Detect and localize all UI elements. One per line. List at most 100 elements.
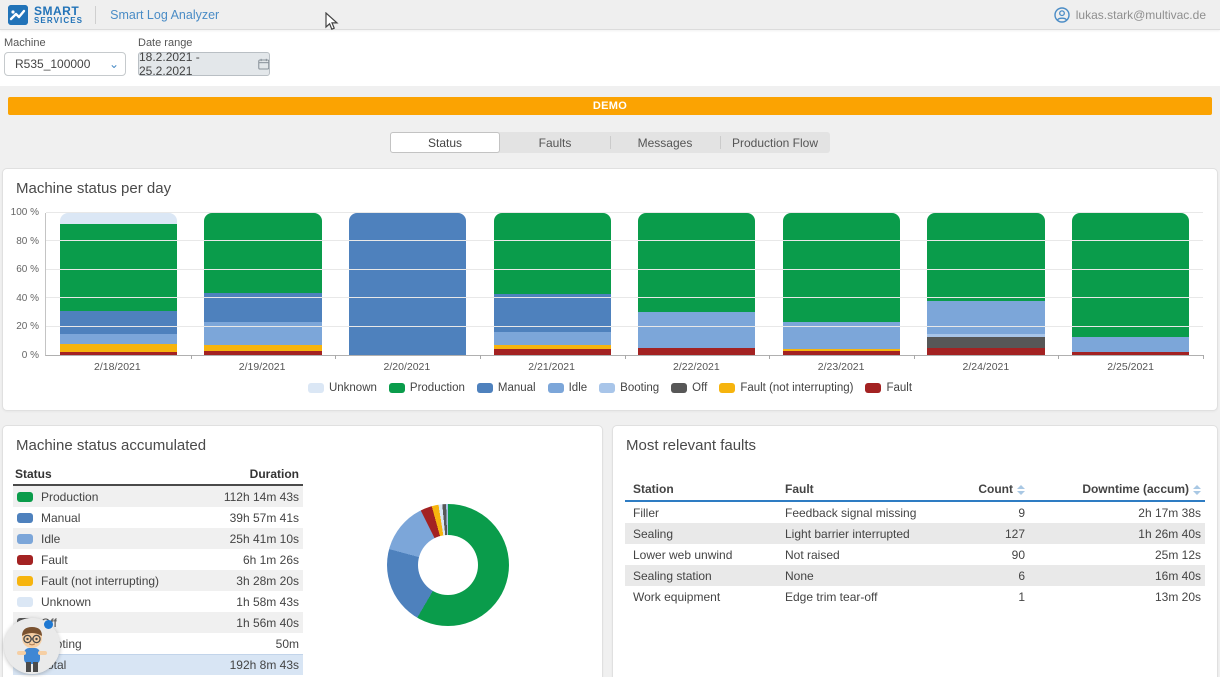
legend-item-manual[interactable]: Manual [477,382,536,394]
legend-swatch [548,383,564,393]
legend-swatch [865,383,881,393]
gridline [46,212,1203,213]
faults-table: Station Fault Count Downtime (accum) Fil… [625,478,1205,607]
bar-segment-fault_ni [60,344,177,353]
y-axis-labels: 0 %20 %40 %60 %80 %100 % [3,213,39,356]
x-axis-tick [1203,355,1204,359]
tab-status[interactable]: Status [390,132,500,153]
legend-item-fault[interactable]: Fault [865,382,912,394]
legend-item-booting[interactable]: Booting [599,382,659,394]
fault-downtime: 2h 17m 38s [1025,506,1205,520]
machine-status-per-day-panel: Machine status per day 0 %20 %40 %60 %80… [2,168,1218,411]
status-label: Production [41,490,98,504]
legend-item-off[interactable]: Off [671,382,707,394]
status-label: Idle [41,532,60,546]
legend-swatch [719,383,735,393]
y-tick-label: 20 % [3,321,39,332]
machine-status-accumulated-panel: Machine status accumulated Status Durati… [2,425,603,677]
bar-segment-production [494,213,611,294]
brand-logo-line2: SERVICES [34,17,83,25]
faults-table-header: Station Fault Count Downtime (accum) [625,478,1205,502]
status-duration: 25h 41m 10s [193,532,303,546]
y-tick-label: 100 % [3,207,39,218]
bar-segment-idle [927,301,1044,334]
fault-downtime: 25m 12s [1025,548,1205,562]
stacked-bar-2/18/2021 [60,213,177,355]
fault-count: 6 [935,569,1025,583]
downtime-column-header[interactable]: Downtime (accum) [1025,482,1205,496]
x-axis-tick [191,355,192,359]
smart-services-logo-icon [8,5,28,25]
donut-chart-wrap [303,504,593,626]
fault-downtime: 1h 26m 40s [1025,527,1205,541]
gridline [46,269,1203,270]
x-axis-tick [335,355,336,359]
legend-label: Fault (not interrupting) [740,382,853,394]
app-root: SMART SERVICES Smart Log Analyzer lukas.… [0,0,1220,677]
machine-select[interactable]: R535_100000 ⌄ [4,52,126,76]
legend-swatch [389,383,405,393]
status-swatch-manual [17,513,33,523]
y-tick-label: 60 % [3,264,39,275]
count-column-header[interactable]: Count [935,482,1025,496]
fault-count: 127 [935,527,1025,541]
fault-downtime: 13m 20s [1025,590,1205,604]
app-title: Smart Log Analyzer [110,8,219,22]
bar-segment-idle [60,334,177,344]
legend-item-idle[interactable]: Idle [548,382,588,394]
fault-description: None [785,569,935,583]
brand-logo-text: SMART SERVICES [34,5,83,25]
status-duration: 1h 56m 40s [193,616,303,630]
x-tick-label: 2/19/2021 [190,361,335,373]
user-account[interactable]: lukas.stark@multivac.de [1054,7,1220,23]
status-swatch-fault [17,555,33,565]
status-row-production: Production112h 14m 43s [13,486,303,507]
date-range-label: Date range [138,37,270,49]
tab-messages[interactable]: Messages [610,132,720,153]
legend-label: Manual [498,382,536,394]
status-row-fault: Fault6h 1m 26s [13,549,303,570]
fault-description: Feedback signal missing [785,506,935,520]
legend-label: Off [692,382,707,394]
header-divider [95,6,96,24]
duration-column-header: Duration [193,467,303,481]
count-sort-icon[interactable] [1017,485,1025,495]
fault-count: 1 [935,590,1025,604]
x-axis-tick [1058,355,1059,359]
bar-segment-fault [1072,352,1189,355]
legend-item-fault-not-interrupting-[interactable]: Fault (not interrupting) [719,382,853,394]
status-row-idle: Idle 25h 41m 10s [13,528,303,549]
bar-segment-manual [60,311,177,334]
legend-item-production[interactable]: Production [389,382,465,394]
x-axis-labels: 2/18/20212/19/20212/20/20212/21/20212/22… [45,361,1203,373]
bar-column-2/24/2021 [914,213,1059,355]
x-tick-label: 2/22/2021 [624,361,769,373]
status-label: Manual [41,511,80,525]
status-duration: 6h 1m 26s [193,553,303,567]
machine-label: Machine [4,37,126,49]
status-duration: 1h 58m 43s [193,595,303,609]
bar-segment-manual [349,213,466,355]
fault-row-work-equipment: Work equipmentEdge trim tear-off113m 20s [625,586,1205,607]
legend-label: Idle [569,382,588,394]
tab-faults[interactable]: Faults [500,132,610,153]
total-duration: 192h 8m 43s [193,658,303,672]
fault-station: Sealing [625,527,785,541]
date-range-input[interactable]: 18.2.2021 - 25.2.2021 [138,52,270,76]
machine-field: Machine R535_100000 ⌄ [4,37,126,86]
stacked-bar-2/19/2021 [204,213,321,355]
legend-item-unknown[interactable]: Unknown [308,382,377,394]
user-email: lukas.stark@multivac.de [1076,8,1206,22]
downtime-sort-icon[interactable] [1193,485,1201,495]
bar-segment-off [927,337,1044,348]
y-tick-label: 80 % [3,236,39,247]
calendar-icon [258,58,270,70]
legend-swatch [671,383,687,393]
stacked-bar-2/20/2021 [349,213,466,355]
panel-title-status-per-day: Machine status per day [3,169,1217,197]
bar-segment-fault [783,351,900,355]
tab-production-flow[interactable]: Production Flow [720,132,830,153]
status-swatch-unknown [17,597,33,607]
station-column-header: Station [625,482,785,496]
stacked-bar-2/21/2021 [494,213,611,355]
